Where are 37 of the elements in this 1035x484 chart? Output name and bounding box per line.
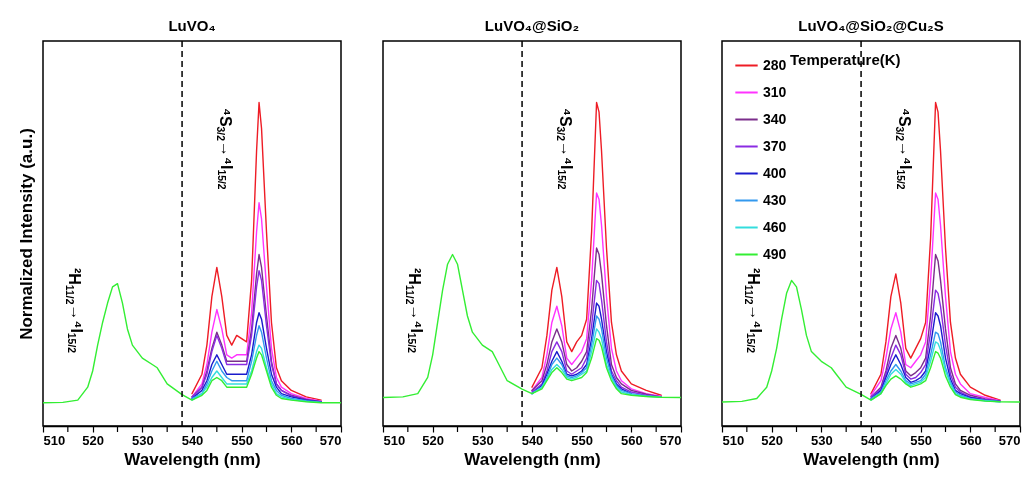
x-tick-label: 510 bbox=[383, 432, 406, 448]
x-tick-label: 550 bbox=[910, 432, 933, 448]
x-tick-label: 540 bbox=[181, 432, 204, 448]
x-tick-label: 570 bbox=[319, 432, 342, 448]
x-tick-label: 510 bbox=[43, 432, 66, 448]
legend-label: 310 bbox=[763, 83, 787, 100]
legend-label: 340 bbox=[763, 110, 787, 127]
legend-label: 370 bbox=[763, 137, 787, 154]
legend-title: Temperature(K) bbox=[790, 51, 901, 68]
x-tick-label: 550 bbox=[231, 432, 254, 448]
chart-title: LuVO₄ bbox=[168, 17, 216, 35]
legend-label: 460 bbox=[763, 218, 787, 235]
x-tick-label: 510 bbox=[722, 432, 745, 448]
x-tick-label: 530 bbox=[471, 432, 494, 448]
chart-title: LuVO₄@SiO₂ bbox=[484, 17, 580, 35]
chart-title: LuVO₄@SiO₂@Cu₂S bbox=[798, 17, 944, 35]
x-tick-label: 540 bbox=[860, 432, 883, 448]
x-tick-label: 520 bbox=[82, 432, 105, 448]
x-tick-label: 550 bbox=[571, 432, 594, 448]
legend-label: 490 bbox=[763, 245, 787, 262]
legend-label: 430 bbox=[763, 191, 787, 208]
x-tick-label: 520 bbox=[422, 432, 445, 448]
legend-label: 280 bbox=[763, 56, 787, 73]
x-axis-title: Wavelength (nm) bbox=[803, 449, 940, 469]
x-axis-title: Wavelength (nm) bbox=[124, 449, 261, 469]
x-tick-label: 570 bbox=[659, 432, 682, 448]
x-tick-label: 560 bbox=[280, 432, 303, 448]
x-axis-title: Wavelength (nm) bbox=[464, 449, 601, 469]
x-tick-label: 520 bbox=[761, 432, 784, 448]
y-axis-title: Normalized Intensity (a.u.) bbox=[16, 128, 36, 340]
x-tick-label: 560 bbox=[959, 432, 982, 448]
x-tick-label: 530 bbox=[131, 432, 154, 448]
x-tick-label: 540 bbox=[521, 432, 544, 448]
legend-label: 400 bbox=[763, 164, 787, 181]
x-tick-label: 570 bbox=[998, 432, 1021, 448]
x-tick-label: 560 bbox=[620, 432, 643, 448]
x-tick-label: 530 bbox=[810, 432, 833, 448]
